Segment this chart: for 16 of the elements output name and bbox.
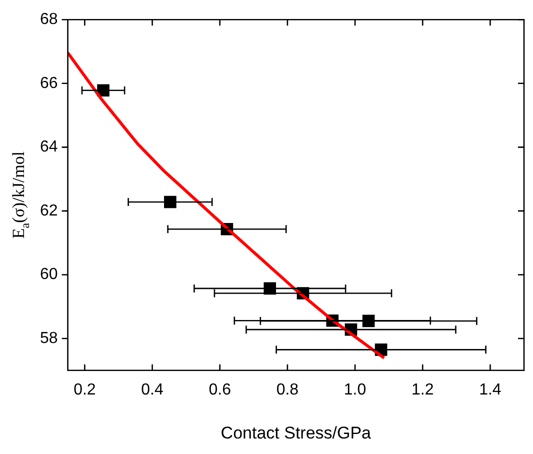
y-tick-label: 58 [40, 330, 58, 347]
x-tick-label: 0.4 [141, 381, 164, 398]
y-tick-label: 64 [40, 138, 58, 156]
y-tick-label: 68 [40, 11, 58, 28]
y-tick-label: 66 [40, 74, 58, 92]
x-tick-label: 0.2 [74, 381, 96, 398]
y-tick-label: 60 [40, 266, 58, 284]
x-tick-label: 1.4 [479, 381, 502, 398]
x-tick-label: 0.8 [276, 381, 299, 398]
x-tick-label: 0.6 [208, 381, 232, 398]
y-axis-title: Ea(σ)/kJ/mol [9, 151, 32, 239]
x-tick-label: 1.2 [411, 381, 434, 398]
point [164, 196, 176, 208]
x-axis-title: Contact Stress/GPa [220, 423, 372, 442]
y-tick-label: 62 [40, 202, 58, 220]
x-tick-label: 1.0 [344, 381, 366, 398]
